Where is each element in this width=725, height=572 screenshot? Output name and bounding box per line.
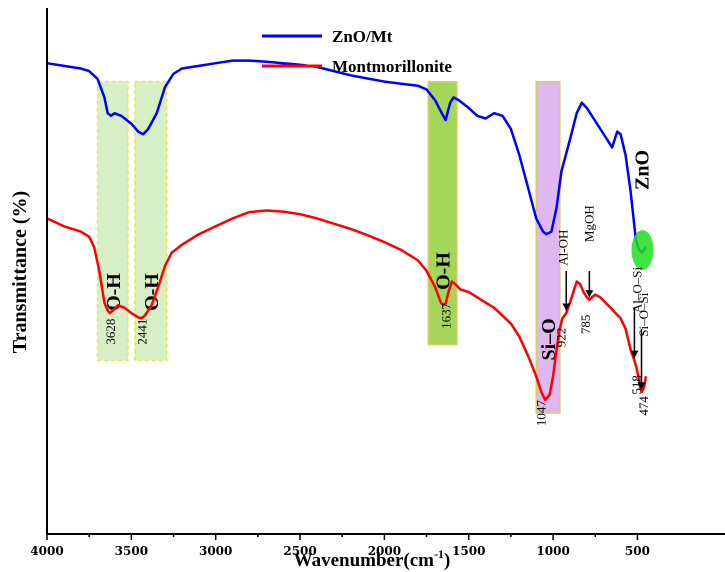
peak-label-mgoh: MgOH xyxy=(582,205,597,242)
series-lines xyxy=(46,59,648,402)
series-line-montmorillonite xyxy=(46,209,648,402)
band-label-2: O-H xyxy=(433,252,455,290)
highlight-bands: O-H O-H O-H Si–O xyxy=(96,80,561,414)
peak-arrowhead-3 xyxy=(637,382,646,390)
y-axis-title: Transmittance (%) xyxy=(9,191,31,353)
peak-label-1047: 1047 xyxy=(533,400,548,427)
zno-marker xyxy=(631,229,654,270)
peak-label-785: 785 xyxy=(578,315,593,335)
x-tick-label-500: 500 xyxy=(625,544,650,558)
x-tick-label-2500: 2500 xyxy=(283,544,316,558)
peak-label-518: 518 xyxy=(629,375,644,395)
band-label-3: Si–O xyxy=(538,318,560,360)
series-line-zno-mt xyxy=(46,59,647,254)
peak-arrowhead-2 xyxy=(630,350,639,358)
peak-label-1637: 1637 xyxy=(439,302,454,329)
zno-marker-group: ZnO xyxy=(631,150,654,270)
x-tick-label-1000: 1000 xyxy=(536,544,569,558)
x-tick-label-4000: 4000 xyxy=(30,544,63,558)
peak-label-922: 922 xyxy=(554,328,569,348)
peak-label-474: 474 xyxy=(636,396,651,416)
x-axis-title-sup: -1 xyxy=(434,547,444,561)
band-1-o-h xyxy=(133,80,168,362)
x-tick-label-3000: 3000 xyxy=(199,544,232,558)
x-tick-label-3500: 3500 xyxy=(115,544,148,558)
peak-label-al-o-si: Al–O–Si xyxy=(630,266,645,313)
band-3-si-o xyxy=(535,80,561,414)
x-tick-label-1500: 1500 xyxy=(452,544,485,558)
x-tick-label-2000: 2000 xyxy=(368,544,401,558)
legend-label-zno-mt: ZnO/Mt xyxy=(332,27,393,46)
x-axis-title-main: Wavenumber(cm xyxy=(294,550,435,571)
peak-label-3628: 3628 xyxy=(103,319,118,345)
x-ticks: 4000 3500 3000 2500 2000 1500 1000 500 xyxy=(30,534,650,558)
x-axis-title: Wavenumber(cm-1) xyxy=(294,547,451,571)
peak-label-al-oh: Al-OH xyxy=(555,230,570,266)
peak-arrowhead-1 xyxy=(585,290,594,298)
peak-arrowhead-0 xyxy=(562,303,571,311)
legend-label-montmorillonite: Montmorillonite xyxy=(332,57,452,76)
band-label-0: O-H xyxy=(103,273,125,311)
peak-label-si-o-si: Si–O–Si xyxy=(636,292,651,336)
band-2-o-h xyxy=(427,80,458,346)
band-0-o-h xyxy=(96,80,129,362)
x-axis-title-close: ) xyxy=(444,550,450,571)
zno-label: ZnO xyxy=(632,150,654,190)
band-label-1: O-H xyxy=(141,273,163,311)
legend: ZnO/Mt Montmorillonite xyxy=(262,27,452,76)
peak-label-2441: 2441 xyxy=(134,319,149,345)
